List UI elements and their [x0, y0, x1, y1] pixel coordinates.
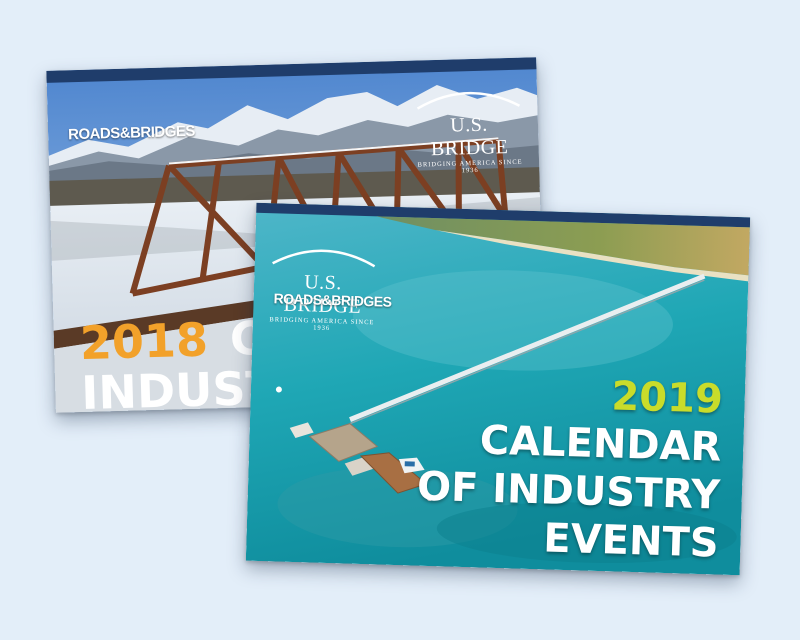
us-bridge-logo: U.S. BRIDGE BRIDGING AMERICA SINCE 1936: [413, 86, 525, 176]
title-2019-line2: OF INDUSTRY: [416, 463, 721, 519]
bridge-arc-icon: [272, 249, 376, 268]
bridge-arc-icon: [416, 91, 521, 110]
lake-pier-photo: [245, 202, 751, 576]
us-bridge-name: U.S. BRIDGE: [430, 113, 509, 161]
roads-and-bridges-logo: ROADS&BRIDGES: [67, 122, 196, 144]
year-2018: 2018: [79, 312, 209, 371]
us-bridge-logo: U.S. BRIDGE BRIDGING AMERICA SINCE 1936: [267, 243, 380, 333]
title-2019-line3: EVENTS: [542, 515, 720, 567]
title-2019-line1: CALENDAR: [479, 417, 723, 471]
calendar-2019-cover: U.S. BRIDGE BRIDGING AMERICA SINCE 1936 …: [245, 202, 751, 576]
year-2019: 2019: [610, 373, 724, 423]
